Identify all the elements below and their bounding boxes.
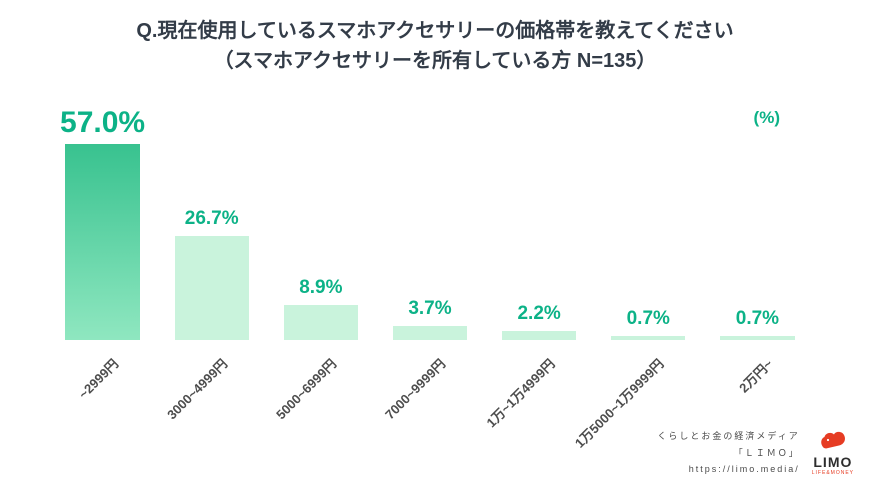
limo-logo-text: LIMO (813, 454, 853, 471)
bar-column: 3.7% (375, 106, 484, 340)
x-tick-label: 2万円~ (736, 356, 776, 396)
y-axis-unit-label: (%) (753, 108, 780, 127)
bar (392, 326, 468, 340)
limo-squirrel-icon (819, 429, 847, 453)
bar-value-label: 26.7% (184, 208, 239, 229)
footer-tagline: くらしとお金の経済メディア (657, 431, 800, 442)
bar (283, 305, 358, 340)
bar (720, 336, 795, 340)
bar (502, 331, 577, 340)
limo-logo: LIMO LIFE&MONEY (812, 429, 854, 476)
bar (611, 336, 686, 340)
x-tick: 7000~9999円 (375, 348, 484, 478)
footer-credit: くらしとお金の経済メディア 「ＬＩＭＯ」 https://limo.media/ (657, 428, 799, 477)
bar-value-label: 3.7% (408, 298, 452, 319)
footer-url: https://limo.media/ (688, 463, 800, 474)
bar-value-label: 2.2% (517, 303, 561, 324)
x-tick-label: 7000~9999円 (382, 356, 449, 423)
bar-column: 8.9% (266, 106, 375, 340)
bar-column: 57.0% (48, 106, 157, 340)
x-tick: 1万~1万4999円 (483, 348, 594, 478)
plot-area: 57.0% 26.7% 8.9% 3.7% 2.2% 0.7% 0.7% (48, 106, 812, 340)
x-tick-label: 5000~6999円 (272, 356, 340, 423)
chart-title-line1: Q.現在使用しているスマホアクセサリーの価格帯を教えてください (136, 20, 734, 42)
x-tick-label: 3000~4999円 (163, 356, 230, 423)
footer: くらしとお金の経済メディア 「ＬＩＭＯ」 https://limo.media/… (657, 428, 854, 477)
bar-column: 0.7% (594, 106, 703, 340)
bar-column: 0.7% (703, 106, 812, 340)
x-tick-label: ~2999円 (75, 356, 121, 402)
x-tick: 5000~6999円 (266, 348, 375, 478)
bar-column: 26.7% (157, 106, 266, 340)
chart-title: Q.現在使用しているスマホアクセサリーの価格帯を教えてください （スマホアクセサ… (0, 0, 870, 76)
bar-value-label: 57.0% (60, 106, 146, 139)
x-tick: 3000~4999円 (157, 348, 266, 478)
bar-value-label: 0.7% (626, 308, 670, 329)
limo-logo-subtext: LIFE&MONEY (811, 470, 854, 477)
footer-brand: 「ＬＩＭＯ」 (733, 447, 800, 458)
x-tick: ~2999円 (48, 348, 157, 478)
bar-column: 2.2% (485, 106, 594, 340)
x-tick-label: 1万~1万4999円 (483, 356, 558, 431)
bar-value-label: 8.9% (299, 277, 343, 298)
bar (174, 236, 249, 340)
chart-title-line2: （スマホアクセサリーを所有している方 N=135） (213, 50, 657, 72)
bar (65, 144, 140, 340)
bar-value-label: 0.7% (735, 308, 780, 329)
